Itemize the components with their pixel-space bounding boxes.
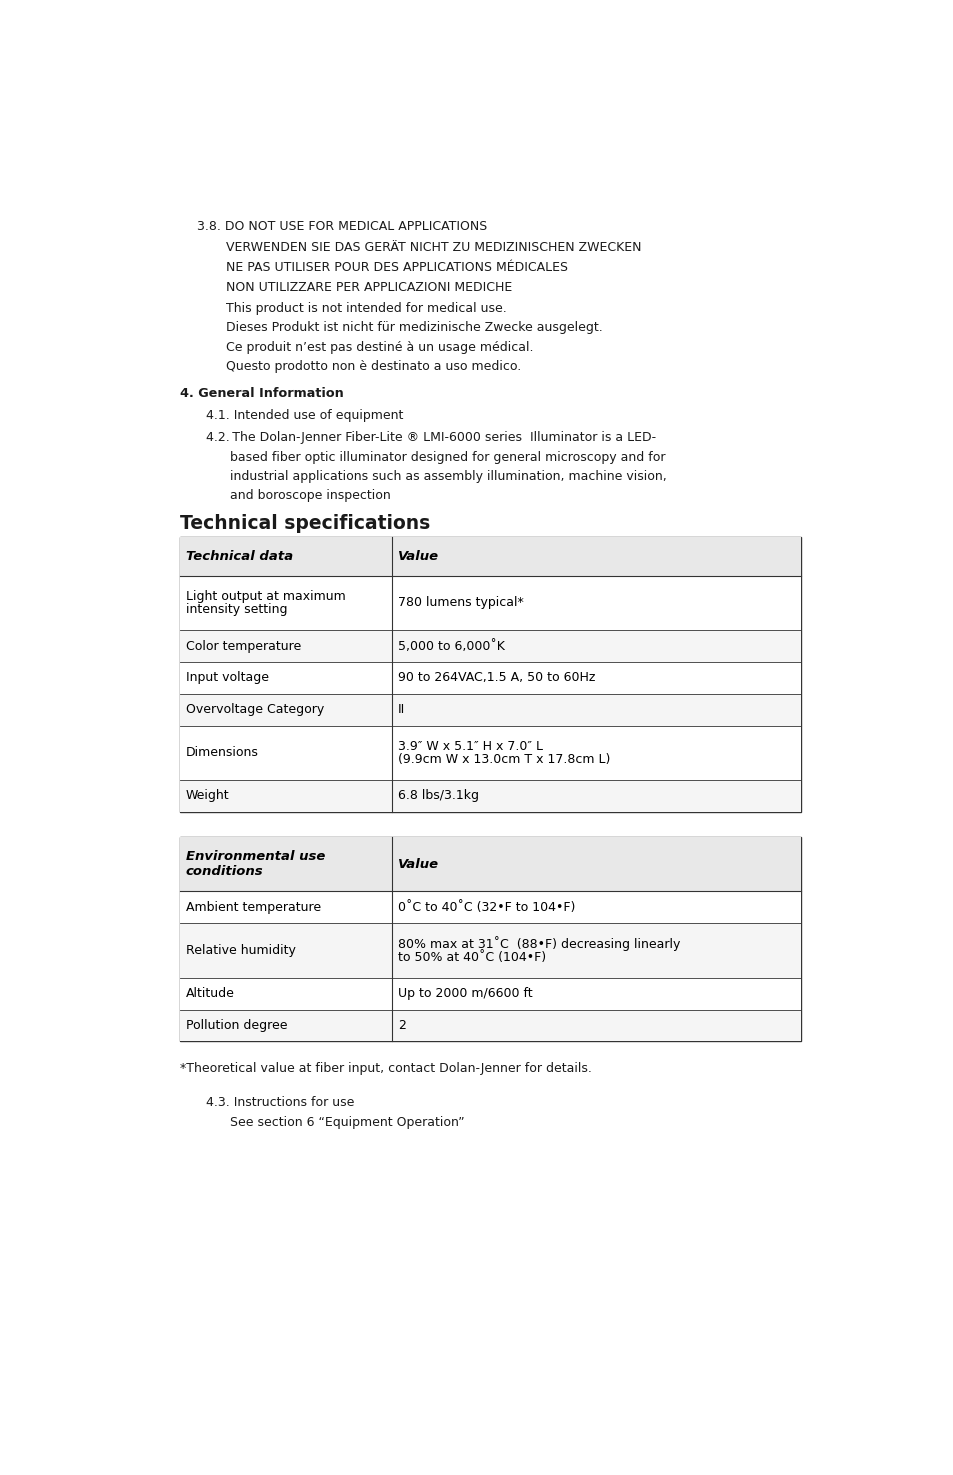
Text: 90 to 264VAC,1.5 A, 50 to 60Hz: 90 to 264VAC,1.5 A, 50 to 60Hz [397,671,595,684]
Text: Value: Value [397,550,438,563]
Bar [180,575,801,630]
Text: Light output at maximum: Light output at maximum [186,590,345,603]
Text: conditions: conditions [186,864,263,878]
Text: to 50% at 40˚C (104•F): to 50% at 40˚C (104•F) [397,951,546,963]
Text: 4.3. Instructions for use: 4.3. Instructions for use [206,1096,355,1109]
Bar [180,978,801,1009]
Text: based fiber optic illuminator designed for general microscopy and for: based fiber optic illuminator designed f… [230,451,665,463]
Text: Ambient temperature: Ambient temperature [186,901,320,914]
Text: and boroscope inspection: and boroscope inspection [230,490,391,503]
Text: industrial applications such as assembly illumination, machine vision,: industrial applications such as assembly… [230,471,666,482]
Text: Relative humidity: Relative humidity [186,944,295,957]
Text: 780 lumens typical*: 780 lumens typical* [397,596,523,609]
Text: Value: Value [397,857,438,870]
Bar [180,537,801,575]
Text: Pollution degree: Pollution degree [186,1019,287,1032]
Text: 3.9″ W x 5.1″ H x 7.0″ L: 3.9″ W x 5.1″ H x 7.0″ L [397,739,542,752]
Bar [180,1009,801,1041]
Text: Dieses Produkt ist nicht für medizinische Zwecke ausgelegt.: Dieses Produkt ist nicht für medizinisch… [226,322,602,335]
Text: Color temperature: Color temperature [186,640,301,652]
Bar [180,726,801,780]
Text: Input voltage: Input voltage [186,671,269,684]
Text: 5,000 to 6,000˚K: 5,000 to 6,000˚K [397,640,504,652]
Text: 2: 2 [397,1019,406,1032]
Text: Weight: Weight [186,789,229,802]
Bar [180,923,801,978]
Text: *Theoretical value at fiber input, contact Dolan-Jenner for details.: *Theoretical value at fiber input, conta… [180,1062,591,1075]
Text: NE PAS UTILISER POUR DES APPLICATIONS MÉDICALES: NE PAS UTILISER POUR DES APPLICATIONS MÉ… [226,261,568,274]
Bar [180,662,801,693]
Text: Technical data: Technical data [186,550,293,563]
Text: NON UTILIZZARE PER APPLICAZIONI MEDICHE: NON UTILIZZARE PER APPLICAZIONI MEDICHE [226,282,512,295]
Text: II: II [397,704,405,717]
Text: Up to 2000 m/6600 ft: Up to 2000 m/6600 ft [397,987,533,1000]
Text: Technical specifications: Technical specifications [180,515,430,534]
Text: Environmental use: Environmental use [186,850,325,863]
Text: VERWENDEN SIE DAS GERÄT NICHT ZU MEDIZINISCHEN ZWECKEN: VERWENDEN SIE DAS GERÄT NICHT ZU MEDIZIN… [226,240,641,254]
Bar [180,836,801,1041]
Bar [180,891,801,923]
Bar [180,693,801,726]
Text: 4. General Information: 4. General Information [180,386,343,400]
Text: 0˚C to 40˚C (32•F to 104•F): 0˚C to 40˚C (32•F to 104•F) [397,901,575,914]
Text: Ce produit n’est pas destiné à un usage médical.: Ce produit n’est pas destiné à un usage … [226,341,534,354]
Text: (9.9cm W x 13.0cm T x 17.8cm L): (9.9cm W x 13.0cm T x 17.8cm L) [397,754,610,766]
Text: 6.8 lbs/3.1kg: 6.8 lbs/3.1kg [397,789,478,802]
Bar [180,630,801,662]
Text: Questo prodotto non è destinato a uso medico.: Questo prodotto non è destinato a uso me… [226,360,521,373]
Text: See section 6 “Equipment Operation”: See section 6 “Equipment Operation” [230,1117,464,1130]
Text: Dimensions: Dimensions [186,746,258,760]
Bar [180,537,801,811]
Text: 4.2. The Dolan-Jenner Fiber-Lite ® LMI-6000 series  Illuminator is a LED-: 4.2. The Dolan-Jenner Fiber-Lite ® LMI-6… [206,431,656,444]
Bar [180,836,801,891]
Text: Altitude: Altitude [186,987,234,1000]
Text: This product is not intended for medical use.: This product is not intended for medical… [226,302,507,316]
Text: 4.1. Intended use of equipment: 4.1. Intended use of equipment [206,409,403,422]
Text: intensity setting: intensity setting [186,603,287,617]
Bar [180,780,801,811]
Text: Overvoltage Category: Overvoltage Category [186,704,324,717]
Text: 80% max at 31˚C  (88•F) decreasing linearly: 80% max at 31˚C (88•F) decreasing linear… [397,937,679,951]
Text: 3.8. DO NOT USE FOR MEDICAL APPLICATIONS: 3.8. DO NOT USE FOR MEDICAL APPLICATIONS [196,220,487,233]
